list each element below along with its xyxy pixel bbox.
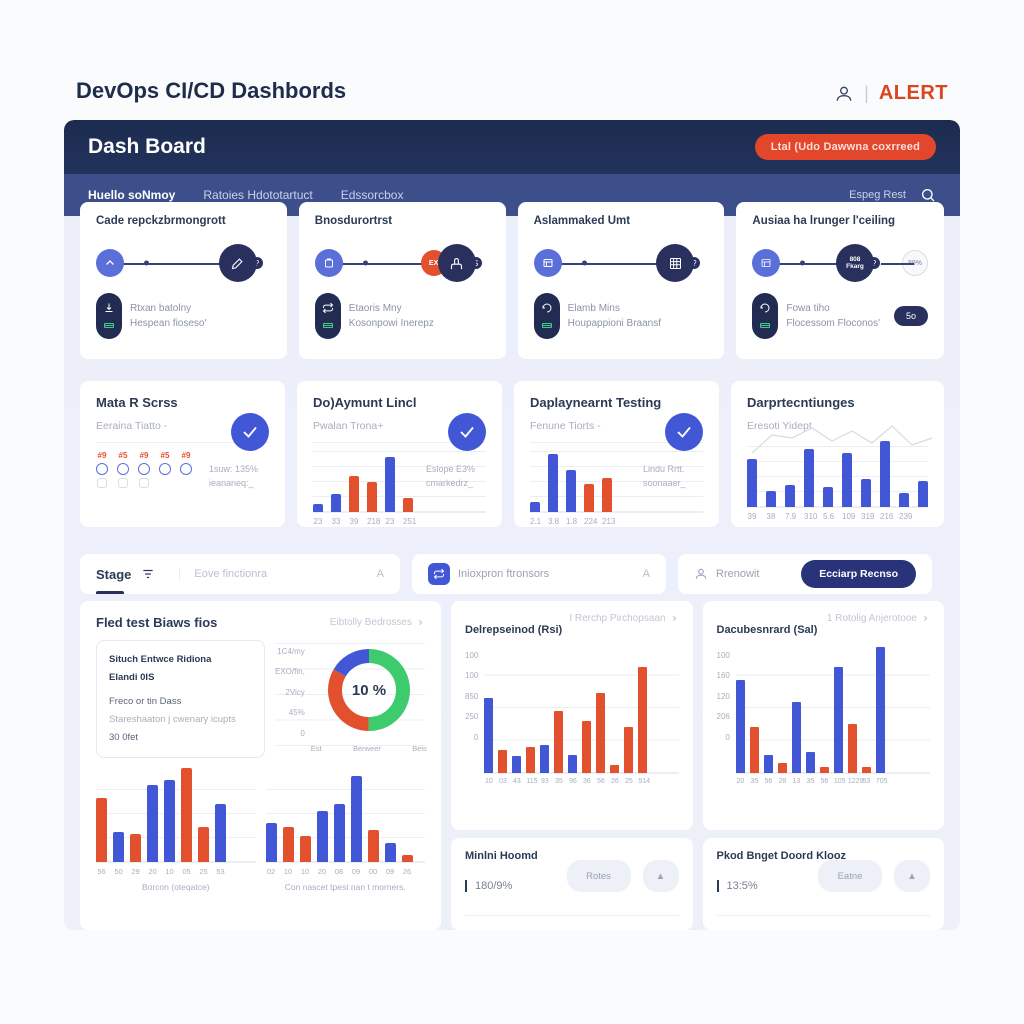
svg-text:10 %: 10 %: [352, 682, 386, 699]
